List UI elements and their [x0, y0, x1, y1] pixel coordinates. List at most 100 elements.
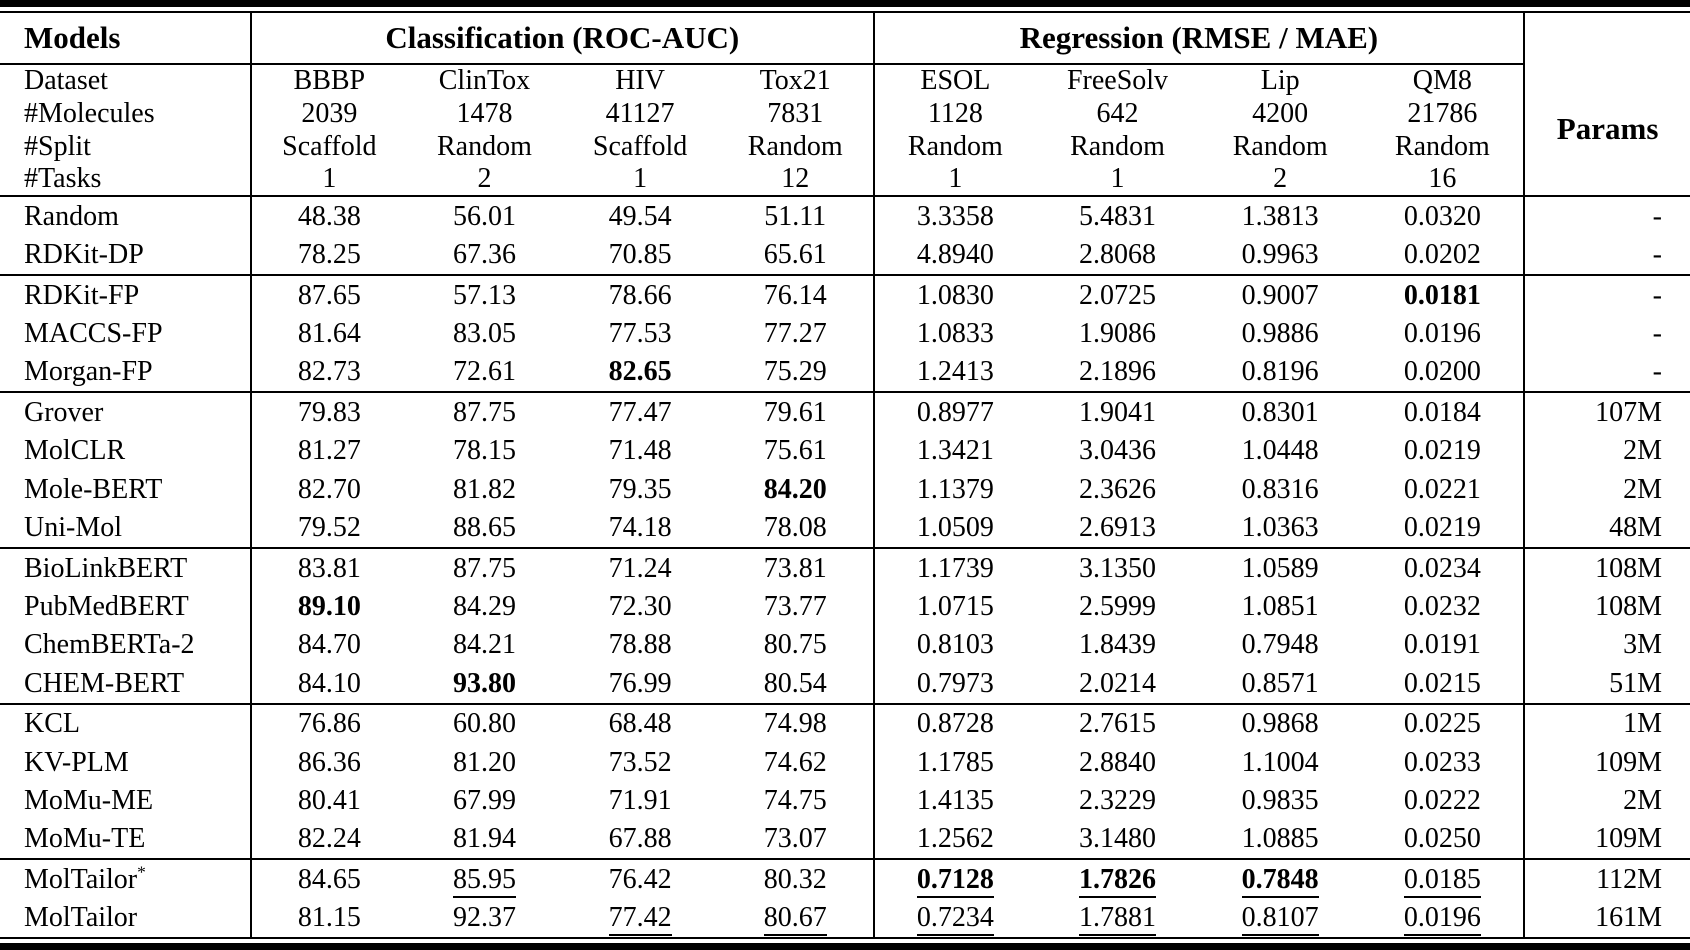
metric-value: 1.7881 [1079, 902, 1157, 937]
value-cell: 1.1785 [872, 743, 1037, 782]
value-cell: 84.65 [250, 858, 407, 899]
value-cell: 81.64 [250, 314, 407, 353]
subheader-row-dataset: Dataset BBBP ClinTox HIV Tox21 ESOL FreeSolv Li… [0, 63, 1690, 196]
value-cell: 81.82 [407, 470, 563, 508]
metric-value: 0.8107 [1241, 902, 1319, 937]
metric-value: 65.61 [763, 239, 827, 271]
subheader-cell: Random [1070, 130, 1165, 162]
metric-value: 0.0181 [1403, 279, 1481, 311]
value-cell: 79.35 [562, 470, 718, 508]
value-cell: 71.48 [562, 432, 718, 470]
model-name: RDKit-FP [24, 279, 140, 311]
metric-value: 2.3229 [1079, 784, 1157, 816]
value-cell: 84.21 [407, 626, 563, 664]
params-cell: - [1523, 274, 1690, 315]
header-row: Models Classification (ROC-AUC) Regressi… [0, 13, 1690, 64]
metric-value: 72.30 [608, 590, 672, 622]
model-name: Morgan-FP [24, 356, 153, 388]
metric-value: 72.61 [452, 356, 516, 388]
subheader-cell: Lip [1198, 63, 1362, 97]
value-cell: 3.1350 [1036, 546, 1199, 588]
value-cell: 81.27 [250, 431, 407, 471]
value-cell: 2.3626 [1036, 470, 1199, 508]
value-cell: 92.37 [407, 899, 563, 937]
model-name: Mole-BERT [24, 473, 163, 505]
model-name-cell: KV-PLM [0, 743, 251, 781]
model-name: PubMedBERT [24, 590, 189, 622]
params-cell: 112M [1523, 858, 1690, 899]
value-cell: 67.88 [562, 820, 718, 860]
params-header-spacer [1523, 13, 1690, 64]
metric-value: 1.2562 [916, 823, 994, 855]
model-name: MolTailor [24, 863, 138, 895]
value-cell: 72.30 [562, 588, 718, 626]
value-cell: 70.85 [562, 236, 718, 276]
metric-value: 73.52 [608, 746, 672, 778]
model-name-cell: MolTailor* [0, 858, 252, 899]
model-name-cell: MolCLR [0, 432, 251, 470]
value-cell: 2.6913 [1036, 508, 1199, 548]
metric-value: 3.1350 [1079, 552, 1157, 584]
metric-value: 2.6913 [1079, 512, 1157, 544]
metric-value: 67.36 [452, 239, 516, 271]
value-cell: 0.0184 [1361, 391, 1525, 432]
metric-value: 79.83 [297, 397, 361, 428]
metric-value: 84.20 [763, 473, 827, 505]
subheader-row-label: #Split [24, 130, 91, 162]
metric-value: 0.0185 [1403, 863, 1481, 898]
model-name-cell: Mole-BERT [0, 470, 251, 508]
value-cell: 0.0250 [1362, 820, 1525, 860]
subheader-cell: 642 [1096, 97, 1139, 129]
metric-value: 2.8840 [1079, 746, 1157, 778]
metric-value: 73.81 [763, 552, 827, 584]
subheader-row-label: #Molecules [24, 97, 155, 129]
metric-value: 78.88 [608, 629, 672, 661]
metric-value: 1.0885 [1241, 823, 1319, 855]
metric-value: 93.80 [452, 667, 516, 699]
metric-value: 56.01 [452, 200, 516, 232]
table-row: KCL 76.86 60.80 68.48 74.98 0.8728 2.7615 0.986… [0, 702, 1690, 744]
value-cell: 80.54 [718, 664, 874, 704]
metric-value: 1.9086 [1079, 318, 1157, 350]
model-superscript-star: * [137, 862, 146, 882]
value-cell: 80.32 [717, 858, 874, 899]
table-row: MolCLR 81.27 78.15 71.48 75.61 1.3421 3.0436 1.… [0, 431, 1690, 471]
value-cell: 82.65 [562, 353, 718, 393]
value-cell: 76.42 [562, 858, 718, 899]
value-cell: 0.8301 [1198, 391, 1362, 432]
subheader-cell: Random [747, 130, 843, 162]
metric-value: 84.65 [297, 863, 361, 895]
metric-value: 0.8196 [1241, 356, 1319, 388]
value-cell: 87.75 [406, 546, 563, 588]
value-cell: 1.9041 [1036, 391, 1199, 432]
table-row: MoMu-TE 82.24 81.94 67.88 73.07 1.2562 3.1480 1… [0, 819, 1690, 860]
metric-value: 0.0234 [1403, 552, 1481, 584]
value-cell: 82.24 [250, 819, 407, 860]
value-cell: 67.36 [407, 236, 563, 276]
subheader-cell: HIV [562, 63, 718, 97]
value-cell: 65.61 [718, 236, 874, 276]
value-cell: 0.7234 [872, 898, 1037, 937]
metric-value: 0.0215 [1403, 667, 1481, 699]
value-cell: 1.4135 [872, 781, 1037, 820]
value-cell: 1.3813 [1198, 195, 1362, 236]
value-cell: 80.67 [718, 899, 874, 937]
metric-value: 0.8571 [1241, 667, 1319, 699]
value-cell: 83.81 [250, 546, 407, 588]
model-name: Grover [24, 397, 104, 428]
value-cell: 78.08 [718, 508, 874, 548]
params-cell: - [1523, 235, 1690, 276]
metric-value: 57.13 [452, 279, 516, 311]
metric-value: 84.29 [452, 590, 516, 622]
subheader-cell: ESOL [872, 63, 1037, 97]
table-row: Uni-Mol 79.52 88.65 74.18 78.08 1.0509 2.6913 1… [0, 508, 1690, 548]
value-cell: 0.0200 [1362, 353, 1525, 393]
table-row: RDKit-FP 87.65 57.13 78.66 76.14 1.0830 2.0725… [0, 274, 1690, 315]
metric-value: 1.1785 [916, 746, 994, 778]
metric-value: 1.0851 [1241, 590, 1319, 622]
value-cell: 84.29 [407, 588, 563, 626]
value-cell: 0.0181 [1361, 274, 1525, 315]
value-cell: 77.53 [562, 315, 718, 353]
metric-value: 87.75 [452, 397, 516, 428]
value-cell: 77.47 [562, 391, 718, 432]
